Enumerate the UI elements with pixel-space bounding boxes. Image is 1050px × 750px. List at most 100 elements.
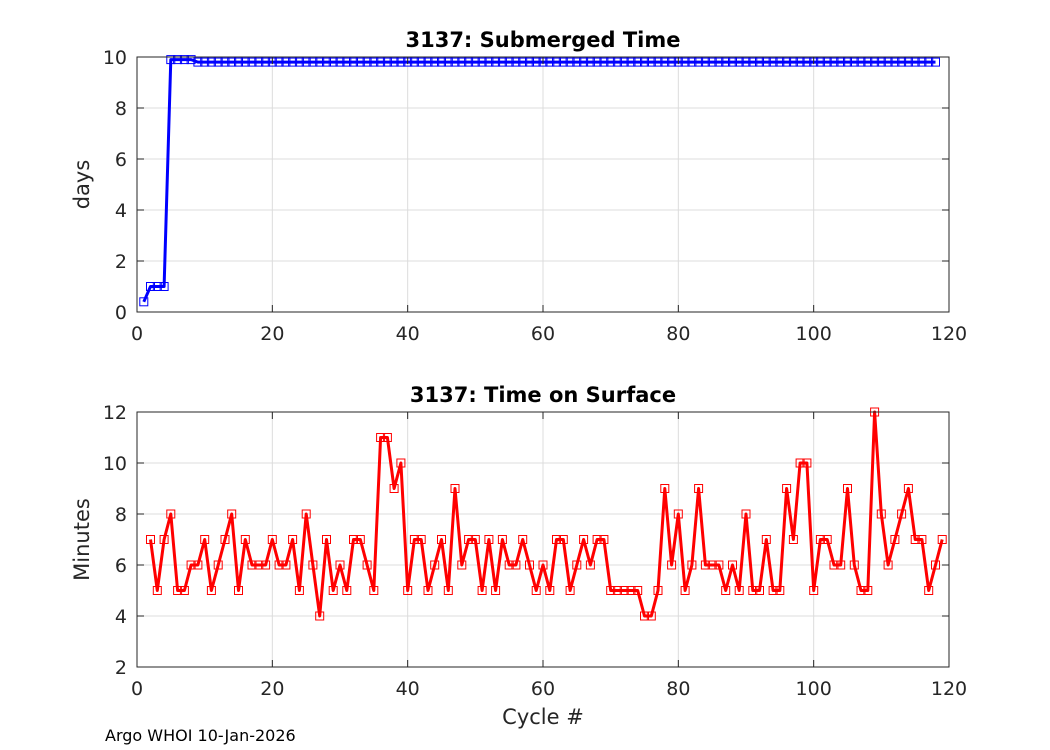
surface-time-point	[633, 586, 643, 595]
surface-time-point	[849, 560, 859, 570]
surface-time-point	[477, 586, 487, 595]
surface-time-point	[931, 560, 940, 570]
surface-time-ytick-label: 12	[103, 402, 127, 424]
submerged-time-point	[389, 57, 399, 67]
submerged-time-point	[220, 57, 230, 67]
submerged-time-point	[836, 57, 846, 67]
surface-time-point	[836, 560, 846, 570]
submerged-time-point	[179, 55, 189, 65]
surface-time-point	[504, 560, 514, 570]
submerged-time-point	[437, 57, 446, 67]
surface-time-point	[240, 535, 250, 544]
surface-time-point	[694, 484, 704, 493]
surface-time-title: 3137: Time on Surface	[410, 383, 676, 407]
surface-time-xtick-label: 0	[131, 678, 143, 700]
submerged-time-point	[870, 57, 880, 67]
surface-time-point	[294, 586, 304, 595]
surface-time-point	[856, 586, 866, 595]
surface-time-point	[382, 433, 392, 442]
surface-time-point	[315, 611, 325, 621]
submerged-time-point	[511, 57, 521, 67]
submerged-time-point	[288, 57, 298, 67]
surface-time-xtick-label: 40	[396, 678, 420, 700]
surface-time-point	[206, 586, 216, 595]
submerged-time-point	[714, 57, 724, 67]
surface-time-point	[728, 560, 737, 570]
submerged-time-point	[362, 57, 372, 67]
surface-time-point	[159, 535, 169, 544]
submerged-time-point	[761, 57, 771, 67]
submerged-time-point	[247, 57, 257, 67]
surface-time-point	[376, 433, 386, 442]
submerged-time-point	[755, 57, 764, 67]
submerged-time-point	[646, 57, 656, 67]
submerged-time-point	[234, 57, 243, 67]
submerged-time-point	[166, 55, 176, 65]
submerged-time-point	[491, 57, 501, 67]
submerged-time-point	[660, 57, 670, 67]
submerged-time-ylabel: days	[70, 160, 94, 210]
submerged-time-point	[599, 57, 609, 67]
submerged-time-point	[206, 57, 216, 67]
surface-time-point	[788, 535, 798, 544]
submerged-time-ytick-label: 10	[103, 47, 127, 69]
surface-time-point	[308, 560, 318, 570]
surface-time-point	[937, 535, 947, 544]
submerged-time-point	[843, 57, 852, 67]
surface-time-point	[409, 535, 419, 544]
submerged-time-point	[294, 57, 304, 67]
submerged-time-point	[924, 57, 934, 67]
submerged-time-point	[741, 57, 751, 67]
surface-time-point	[721, 586, 731, 595]
surface-time-xtick-label: 20	[260, 678, 284, 700]
surface-time-point	[227, 509, 237, 519]
submerged-time-point	[592, 57, 602, 67]
submerged-time-point	[694, 57, 704, 67]
submerged-time-point	[139, 297, 149, 307]
submerged-time-point	[193, 57, 203, 67]
surface-time-point	[626, 586, 636, 595]
submerged-time-xtick-label: 60	[531, 323, 555, 345]
surface-time-point	[355, 535, 365, 544]
surface-time-point	[741, 509, 751, 519]
submerged-time-series-line	[142, 58, 936, 303]
submerged-time-point	[795, 57, 805, 67]
submerged-time-point	[159, 282, 169, 291]
surface-time-point	[585, 560, 595, 570]
submerged-time-point	[721, 57, 731, 67]
submerged-time-point	[477, 57, 487, 67]
surface-time-point	[667, 560, 677, 570]
surface-time-point	[755, 586, 764, 595]
surface-time-point	[761, 535, 771, 544]
submerged-time-ytick-label: 2	[115, 251, 127, 273]
surface-time-point	[511, 560, 521, 570]
surface-time-point	[572, 560, 582, 570]
surface-time-point	[673, 509, 683, 519]
submerged-time-point	[497, 57, 507, 67]
submerged-time-point	[152, 282, 162, 291]
surface-time-xtick-label: 120	[931, 678, 967, 700]
surface-time-point	[335, 560, 345, 570]
submerged-time-xtick-label: 80	[666, 323, 690, 345]
surface-time-point	[281, 560, 291, 570]
surface-time-point	[166, 509, 176, 519]
submerged-time-point	[409, 57, 419, 67]
surface-time-point	[389, 484, 399, 493]
submerged-time-point	[254, 57, 264, 67]
submerged-time-point	[423, 57, 433, 67]
surface-time-point	[328, 586, 338, 595]
submerged-time-xtick-label: 100	[796, 323, 832, 345]
submerged-time-point	[788, 57, 798, 67]
submerged-time-point	[240, 57, 250, 67]
surface-time-point	[518, 535, 528, 544]
surface-time-point	[531, 586, 541, 595]
surface-time-point	[734, 586, 744, 595]
submerged-time-point	[328, 57, 338, 67]
submerged-time-point	[917, 57, 927, 67]
surface-time-point	[274, 560, 284, 570]
surface-time-point	[802, 458, 812, 468]
surface-time-point	[173, 586, 183, 595]
submerged-time-point	[585, 57, 595, 67]
surface-time-point	[470, 535, 480, 544]
